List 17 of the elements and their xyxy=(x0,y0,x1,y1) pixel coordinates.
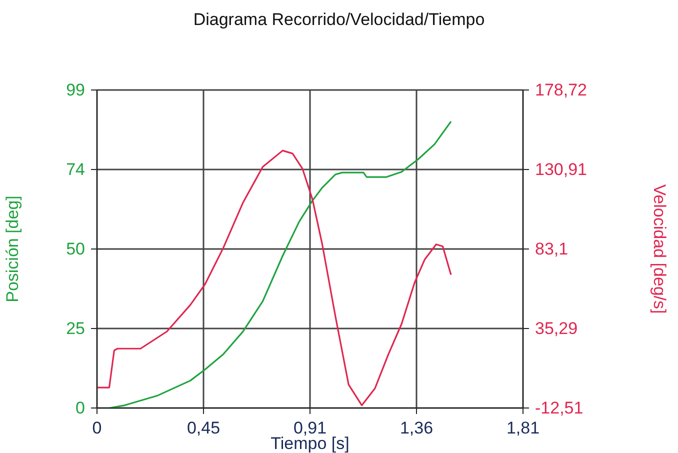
y-tick-label: 74 xyxy=(66,160,85,179)
y-tick-label: 50 xyxy=(66,240,85,258)
chart-title: Diagrama Recorrido/Velocidad/Tiempo xyxy=(192,9,486,31)
y2-axis-title: Velocidad [deg/s] xyxy=(650,184,669,314)
y-tick-label: 99 xyxy=(66,80,85,100)
x-tick-label: 1,36 xyxy=(400,418,434,438)
y2-tick-label: 178,72 xyxy=(535,80,587,100)
y-axis-title: Posición [deg] xyxy=(3,196,22,302)
y2-tick-label: 130,91 xyxy=(535,160,587,180)
y2-tick-label: -12,51 xyxy=(535,398,584,418)
y-tick-label: 25 xyxy=(66,319,85,338)
y2-tick-label: 35,29 xyxy=(535,319,578,338)
x-tick-label: 0 xyxy=(92,418,102,438)
y2-tick-label: 83,1 xyxy=(535,240,568,259)
x-tick-label: 1,81 xyxy=(506,418,540,438)
y-tick-label: 0 xyxy=(76,398,85,418)
x-tick-label: 0,45 xyxy=(186,418,220,438)
